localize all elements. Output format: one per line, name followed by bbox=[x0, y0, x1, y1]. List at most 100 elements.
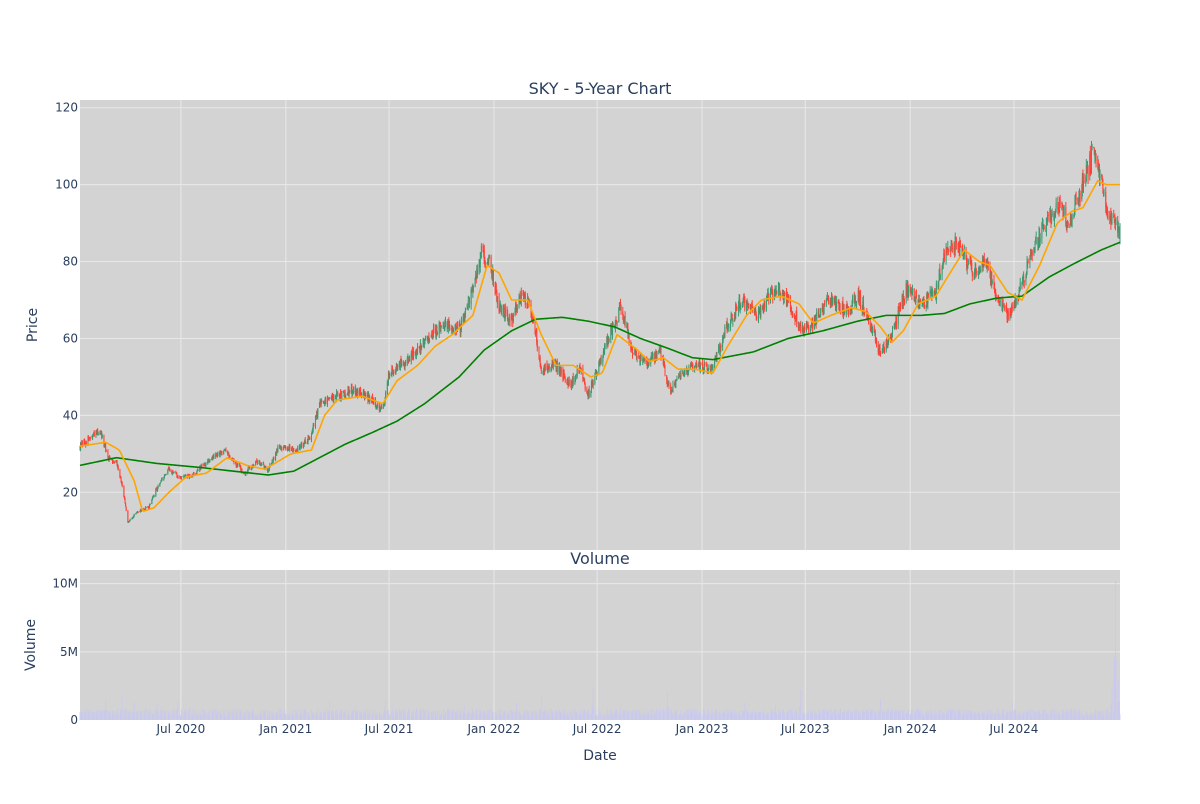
volume-bar bbox=[904, 713, 905, 720]
candle bbox=[289, 444, 290, 452]
candle-body bbox=[1044, 227, 1045, 229]
candle bbox=[393, 369, 394, 376]
volume-bar bbox=[289, 712, 290, 720]
candle-body bbox=[718, 348, 719, 353]
volume-bar bbox=[377, 714, 378, 720]
volume-bar bbox=[345, 710, 346, 720]
candle-body bbox=[493, 269, 494, 285]
candle-body bbox=[748, 304, 749, 307]
candle bbox=[321, 400, 322, 403]
volume-bar bbox=[617, 710, 618, 720]
candle bbox=[401, 359, 402, 368]
volume-bar bbox=[589, 714, 590, 720]
volume-bar bbox=[705, 713, 706, 720]
candle bbox=[593, 379, 594, 389]
candle-body bbox=[1069, 226, 1070, 227]
volume-bar bbox=[776, 713, 777, 720]
candle bbox=[381, 404, 382, 409]
volume-bar bbox=[265, 715, 266, 720]
volume-bar bbox=[429, 714, 430, 720]
volume-bar bbox=[277, 712, 278, 720]
candle bbox=[585, 382, 586, 391]
candle-body bbox=[397, 366, 398, 367]
candle-body bbox=[489, 257, 490, 258]
volume-bar bbox=[365, 712, 366, 720]
candle bbox=[451, 325, 452, 331]
candle-body bbox=[325, 399, 326, 404]
candle-body bbox=[657, 351, 658, 357]
volume-bar bbox=[521, 713, 522, 720]
candle bbox=[130, 519, 131, 521]
candle-body bbox=[421, 349, 422, 350]
volume-bar bbox=[816, 714, 817, 720]
candle-body bbox=[672, 384, 673, 389]
volume-bar bbox=[712, 712, 713, 720]
candle bbox=[810, 326, 811, 331]
candle bbox=[1072, 213, 1073, 227]
candle bbox=[1100, 169, 1101, 186]
volume-bar bbox=[285, 714, 286, 720]
candle bbox=[126, 506, 127, 511]
volume-bar bbox=[637, 711, 638, 720]
volume-bar bbox=[836, 715, 837, 720]
price-y-tick-label: 20 bbox=[63, 485, 78, 499]
volume-bar bbox=[808, 710, 809, 720]
volume-bar bbox=[154, 713, 155, 720]
candle-body bbox=[1090, 152, 1091, 169]
candle bbox=[800, 321, 801, 334]
candle-body bbox=[267, 468, 268, 471]
candle-body bbox=[277, 446, 278, 453]
candle bbox=[353, 386, 354, 394]
candle bbox=[863, 295, 864, 308]
candle-body bbox=[166, 474, 167, 475]
candle-body bbox=[1064, 207, 1065, 215]
candle-body bbox=[645, 360, 646, 363]
volume-bar bbox=[301, 711, 302, 720]
volume-bar bbox=[186, 710, 187, 720]
candle-body bbox=[509, 316, 510, 322]
volume-bar bbox=[373, 709, 374, 720]
volume-bar bbox=[884, 712, 885, 720]
candle bbox=[589, 386, 590, 398]
candle-body bbox=[337, 393, 338, 396]
candle-body bbox=[540, 358, 541, 364]
volume-bar bbox=[138, 710, 139, 720]
candle bbox=[569, 376, 570, 386]
volume-bar bbox=[437, 710, 438, 720]
candle-body bbox=[680, 372, 681, 377]
candle bbox=[1068, 221, 1069, 228]
candle-body bbox=[465, 309, 466, 317]
candle-body bbox=[1083, 183, 1084, 188]
candle bbox=[820, 308, 821, 317]
candle-body bbox=[206, 463, 207, 465]
volume-bar bbox=[724, 713, 725, 720]
volume-bar bbox=[868, 714, 869, 720]
volume-bar bbox=[832, 712, 833, 720]
volume-bar bbox=[693, 709, 694, 720]
volume-bar bbox=[677, 710, 678, 720]
candle-body bbox=[1068, 222, 1069, 226]
candle-body bbox=[513, 313, 514, 321]
volume-bar bbox=[497, 712, 498, 720]
candle-body bbox=[389, 373, 390, 377]
volume-bar bbox=[848, 710, 849, 720]
volume-bar bbox=[481, 715, 482, 720]
candle bbox=[174, 471, 175, 473]
candle-body bbox=[684, 371, 685, 373]
candle bbox=[333, 394, 334, 403]
candle bbox=[273, 456, 274, 459]
volume-bar bbox=[130, 713, 131, 720]
candle bbox=[389, 373, 390, 380]
volume-bar bbox=[517, 709, 518, 720]
candle bbox=[1108, 211, 1109, 221]
volume-bar bbox=[242, 715, 243, 720]
candle bbox=[217, 451, 218, 456]
candle bbox=[465, 308, 466, 318]
volume-bar bbox=[804, 713, 805, 720]
candle-body bbox=[665, 365, 666, 376]
volume-bar bbox=[206, 712, 207, 720]
candle bbox=[146, 507, 147, 508]
candle bbox=[776, 291, 777, 295]
volume-bar bbox=[337, 714, 338, 720]
